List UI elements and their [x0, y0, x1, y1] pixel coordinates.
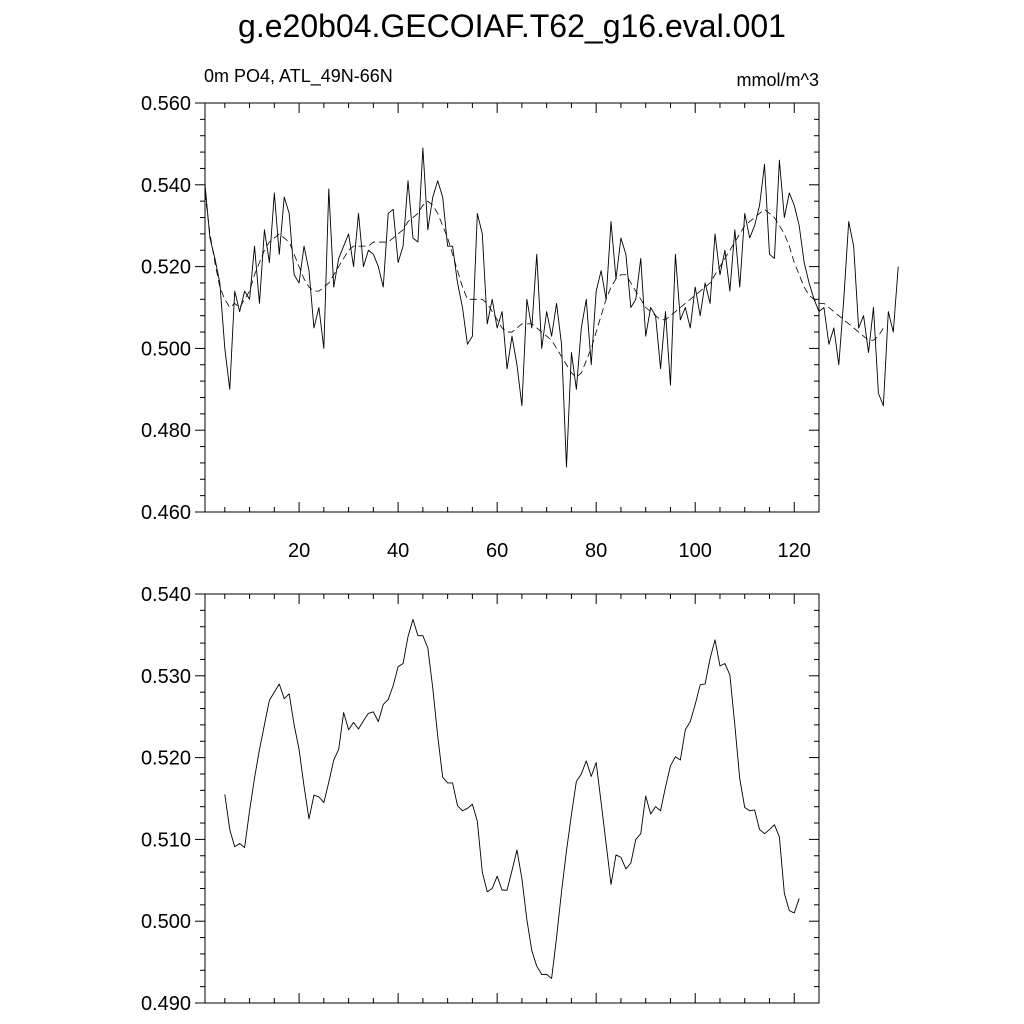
y-tick-label: 0.490 [141, 993, 191, 1015]
x-tick-label: 20 [288, 540, 310, 562]
x-tick-label: 60 [486, 540, 508, 562]
y-tick-label: 0.520 [141, 257, 191, 279]
x-tick-label: 120 [778, 540, 811, 562]
x-tick-label: 40 [387, 540, 409, 562]
y-tick-label: 0.480 [141, 420, 191, 442]
y-tick-label: 0.530 [141, 666, 191, 688]
y-tick-label: 0.460 [141, 502, 191, 524]
y-tick-label: 0.500 [141, 338, 191, 360]
y-tick-label: 0.520 [141, 748, 191, 770]
plot-subtitle: 0m PO4, ATL_49N-66N [204, 66, 393, 86]
y-tick-label: 0.500 [141, 911, 191, 933]
y-tick-label: 0.560 [141, 93, 191, 115]
y-tick-label: 0.540 [141, 584, 191, 606]
dashed-series-line-1 [204, 192, 884, 378]
x-tick-label: 100 [679, 540, 712, 562]
plot-frame-2 [204, 593, 820, 1004]
y-tick-label: 0.510 [141, 829, 191, 851]
chart-title: g.e20b04.GECOIAF.T62_g16.eval.001 [238, 8, 786, 44]
units-label: mmol/m^3 [736, 70, 819, 90]
plot-frame-1 [204, 102, 820, 513]
y-tick-label: 0.540 [141, 175, 191, 197]
x-tick-label: 80 [585, 540, 607, 562]
solid-series-line-2 [224, 618, 800, 979]
solid-series-line-1 [204, 147, 899, 468]
